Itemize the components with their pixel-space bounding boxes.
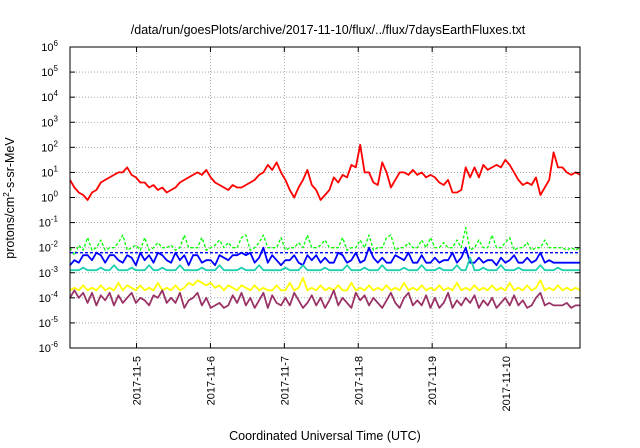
y-tick-label: 100 <box>41 190 58 205</box>
y-tick-exponent: -3 <box>51 265 59 274</box>
y-tick-exponent: 2 <box>54 139 59 148</box>
y-tick-label: 105 <box>41 64 58 79</box>
y-tick-label: 106 <box>41 39 58 54</box>
x-tick-label: 2017-11-9 <box>427 356 439 405</box>
y-tick-base: 10 <box>41 92 53 104</box>
y-tick-label: 10-5 <box>39 315 59 330</box>
y-tick-base: 10 <box>39 268 51 280</box>
series-line-5 <box>70 256 580 272</box>
y-tick-base: 10 <box>41 142 53 154</box>
y-tick-label: 104 <box>41 89 58 104</box>
grid-lines <box>70 47 580 348</box>
y-tick-base: 10 <box>41 117 53 129</box>
y-tick-label: 102 <box>41 139 58 154</box>
series-line-3 <box>69 246 580 267</box>
y-tick-label: 10-1 <box>39 215 59 230</box>
series-group <box>69 143 581 309</box>
series-line-7 <box>69 289 580 309</box>
y-axis-label: protons/cm2-s-sr-MeV <box>1 137 17 259</box>
chart-title: /data/run/goesPlots/archive/2017-11-10/f… <box>131 23 526 37</box>
series-line-2 <box>69 226 581 256</box>
y-tick-base: 10 <box>39 243 51 255</box>
y-tick-exponent: 4 <box>54 89 59 98</box>
y-tick-base: 10 <box>39 343 51 355</box>
y-tick-label: 10-6 <box>39 340 59 355</box>
y-tick-label: 101 <box>41 164 58 179</box>
y-tick-base: 10 <box>41 67 53 79</box>
y-tick-exponent: -1 <box>51 215 59 224</box>
y-tick-exponent: 3 <box>54 114 59 123</box>
series-line-1 <box>69 143 581 201</box>
y-tick-label: 10-3 <box>39 265 59 280</box>
y-tick-base: 10 <box>41 42 53 54</box>
y-axis: 10-610-510-410-310-210-11001011021031041… <box>39 39 580 355</box>
y-tick-base: 10 <box>39 293 51 305</box>
y-axis-label-unit: protons/cm <box>3 197 17 259</box>
y-tick-exponent: 0 <box>54 190 59 199</box>
x-tick-label: 2017-11-5 <box>132 356 144 405</box>
y-tick-exponent: -5 <box>51 315 59 324</box>
y-axis-label-rest: -s-sr-MeV <box>3 137 17 193</box>
x-axis-label: Coordinated Universal Time (UTC) <box>229 429 421 443</box>
y-tick-base: 10 <box>39 218 51 230</box>
y-tick-exponent: 6 <box>54 39 59 48</box>
y-tick-base: 10 <box>41 193 53 205</box>
x-axis: 2017-11-5 2017-11-6 2017-11-7 2017-11-8 2017… <box>132 47 513 411</box>
y-axis-label-exponent: 2 <box>1 192 11 197</box>
y-tick-label: 10-2 <box>39 240 59 255</box>
y-tick-label: 10-4 <box>39 290 59 305</box>
y-tick-exponent: 5 <box>54 64 59 73</box>
series-line-6 <box>69 276 581 292</box>
x-tick-label: 2017-11-7 <box>279 356 291 405</box>
y-tick-base: 10 <box>39 318 51 330</box>
x-tick-label: 2017-11-10 <box>501 356 513 411</box>
y-tick-exponent: -2 <box>51 240 59 249</box>
y-tick-label: 103 <box>41 114 58 129</box>
y-tick-exponent: -6 <box>51 340 59 349</box>
x-tick-label: 2017-11-6 <box>205 356 217 405</box>
y-tick-base: 10 <box>41 167 53 179</box>
x-tick-label: 2017-11-8 <box>353 356 365 405</box>
y-tick-exponent: 1 <box>54 164 59 173</box>
y-tick-exponent: -4 <box>51 290 59 299</box>
